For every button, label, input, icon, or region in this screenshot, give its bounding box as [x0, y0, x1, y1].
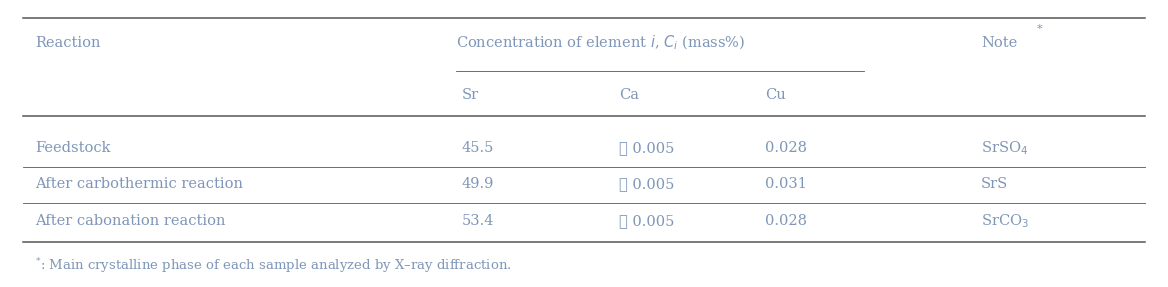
Text: $^{*}$: Main crystalline phase of each sample analyzed by X–ray diffraction.: $^{*}$: Main crystalline phase of each s…	[35, 257, 512, 276]
Text: After carbothermic reaction: After carbothermic reaction	[35, 177, 243, 191]
Text: Cu: Cu	[765, 88, 786, 102]
Text: 53.4: 53.4	[461, 214, 494, 228]
Text: 〈 0.005: 〈 0.005	[619, 141, 674, 155]
Text: 45.5: 45.5	[461, 141, 494, 155]
Text: Note: Note	[981, 36, 1017, 50]
Text: 〈 0.005: 〈 0.005	[619, 177, 674, 191]
Text: 〈 0.005: 〈 0.005	[619, 214, 674, 228]
Text: SrS: SrS	[981, 177, 1008, 191]
Text: SrSO$_4$: SrSO$_4$	[981, 139, 1028, 157]
Text: 0.028: 0.028	[765, 141, 807, 155]
Text: *: *	[1037, 24, 1043, 34]
Text: Feedstock: Feedstock	[35, 141, 111, 155]
Text: Sr: Sr	[461, 88, 479, 102]
Text: 0.031: 0.031	[765, 177, 807, 191]
Text: SrCO$_3$: SrCO$_3$	[981, 212, 1029, 230]
Text: Reaction: Reaction	[35, 36, 100, 50]
Text: 0.028: 0.028	[765, 214, 807, 228]
Text: 49.9: 49.9	[461, 177, 494, 191]
Text: Ca: Ca	[619, 88, 639, 102]
Text: After cabonation reaction: After cabonation reaction	[35, 214, 225, 228]
Text: Concentration of element $\mathit{i}$, $\mathit{C}_{i}$ (mass%): Concentration of element $\mathit{i}$, $…	[456, 34, 745, 52]
